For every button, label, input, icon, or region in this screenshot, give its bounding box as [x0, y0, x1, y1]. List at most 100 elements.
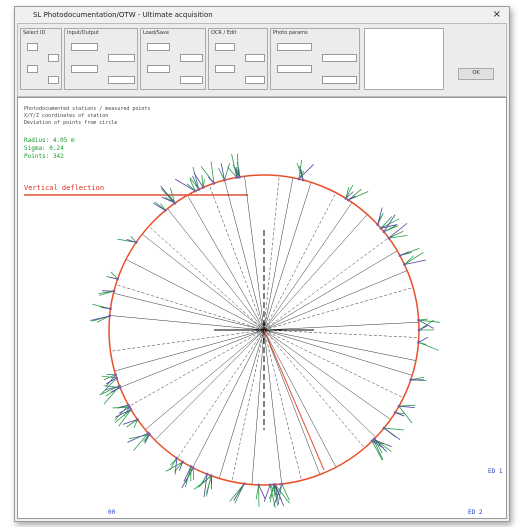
point-marker [399, 254, 402, 257]
input-field[interactable] [147, 65, 170, 73]
toolbar-group: Photo params [270, 28, 360, 90]
radial-line [264, 330, 416, 361]
point-marker [194, 190, 197, 193]
input-field[interactable] [27, 43, 38, 51]
info-line: X/Y/Z coordinates of station [24, 113, 108, 119]
input-field[interactable] [27, 65, 38, 73]
radial-line [225, 180, 264, 330]
point-tick [275, 485, 284, 507]
input-field[interactable] [48, 76, 59, 84]
radial-line [245, 176, 264, 330]
point-marker [373, 437, 376, 440]
radial-line [129, 330, 264, 406]
toolbar-group: Select ID [20, 28, 62, 90]
radial-line [193, 330, 264, 468]
input-field[interactable] [71, 65, 98, 73]
point-marker [210, 474, 213, 477]
plot-area: Photodocumented stations / measured poin… [17, 97, 507, 519]
plot-canvas: Photodocumented stations / measured poin… [18, 98, 508, 518]
point-marker [379, 227, 382, 230]
radial-line [149, 226, 264, 330]
point-marker [181, 461, 184, 464]
point-marker [302, 179, 305, 182]
input-field[interactable] [322, 54, 357, 62]
ok-button[interactable]: OK [458, 68, 494, 80]
point-marker [115, 377, 118, 380]
input-field[interactable] [215, 65, 235, 73]
radial-line [115, 330, 264, 371]
point-marker [347, 199, 350, 202]
input-field[interactable] [245, 76, 265, 84]
point-marker [298, 178, 301, 181]
input-field[interactable] [108, 54, 135, 62]
input-field[interactable] [71, 43, 98, 51]
radial-line [177, 330, 264, 458]
bottom-label: ED 2 [468, 509, 483, 516]
point-marker [135, 241, 138, 244]
input-field[interactable] [322, 76, 357, 84]
point-tick [206, 476, 211, 494]
point-marker [376, 223, 379, 226]
stats-line: Radius: 4.05 m [24, 137, 75, 144]
radial-line [264, 238, 389, 330]
radial-line [110, 315, 264, 330]
input-field[interactable] [215, 43, 235, 51]
input-field[interactable] [48, 54, 59, 62]
point-marker [130, 408, 133, 411]
radial-line [264, 330, 376, 437]
point-tick [153, 203, 165, 210]
input-field[interactable] [180, 54, 203, 62]
info-line: Photodocumented stations / measured poin… [24, 106, 150, 112]
radial-line [264, 330, 403, 398]
radial-line [264, 251, 397, 330]
point-marker [403, 263, 406, 266]
radial-line [264, 202, 352, 330]
point-tick [234, 484, 245, 501]
point-marker [344, 197, 347, 200]
radial-line [264, 330, 412, 375]
point-marker [243, 482, 246, 485]
point-marker [417, 319, 420, 322]
input-field[interactable] [180, 76, 203, 84]
title-bar: SL Photodocumentation/OTW - Ultimate acq… [15, 7, 509, 23]
point-marker [387, 237, 390, 240]
point-marker [206, 473, 209, 476]
point-marker [383, 427, 386, 430]
point-marker [223, 179, 226, 182]
point-marker [398, 405, 401, 408]
point-marker [382, 230, 385, 233]
list-box[interactable] [364, 28, 444, 90]
toolbar-group: Load/Save [140, 28, 206, 90]
point-marker [213, 182, 216, 185]
input-field[interactable] [108, 76, 135, 84]
point-tick [419, 337, 429, 342]
radial-line [264, 330, 419, 338]
point-marker [418, 329, 421, 332]
point-marker [113, 290, 116, 293]
input-field[interactable] [277, 43, 312, 51]
point-marker [409, 378, 412, 381]
point-marker [272, 483, 275, 486]
point-tick [259, 485, 266, 499]
radial-line [264, 330, 336, 467]
point-marker [109, 307, 112, 310]
input-field[interactable] [147, 43, 170, 51]
point-tick [384, 428, 404, 430]
stats-line: Sigma: 0.24 [24, 145, 64, 152]
deflection-label: Vertical deflection [24, 184, 104, 192]
point-marker [371, 440, 374, 443]
input-field[interactable] [277, 65, 312, 73]
point-marker [202, 186, 205, 189]
input-field[interactable] [245, 54, 265, 62]
point-marker [108, 315, 111, 318]
radial-line [167, 209, 264, 330]
point-tick [193, 468, 194, 480]
radial-line [264, 330, 365, 448]
point-tick [166, 462, 183, 471]
point-tick [419, 326, 427, 330]
radial-line [113, 293, 264, 330]
info-line: Deviation of points from circle [24, 120, 117, 126]
point-marker [114, 373, 117, 376]
point-marker [269, 483, 272, 486]
toolbar-group: OCR / Edit [208, 28, 268, 90]
